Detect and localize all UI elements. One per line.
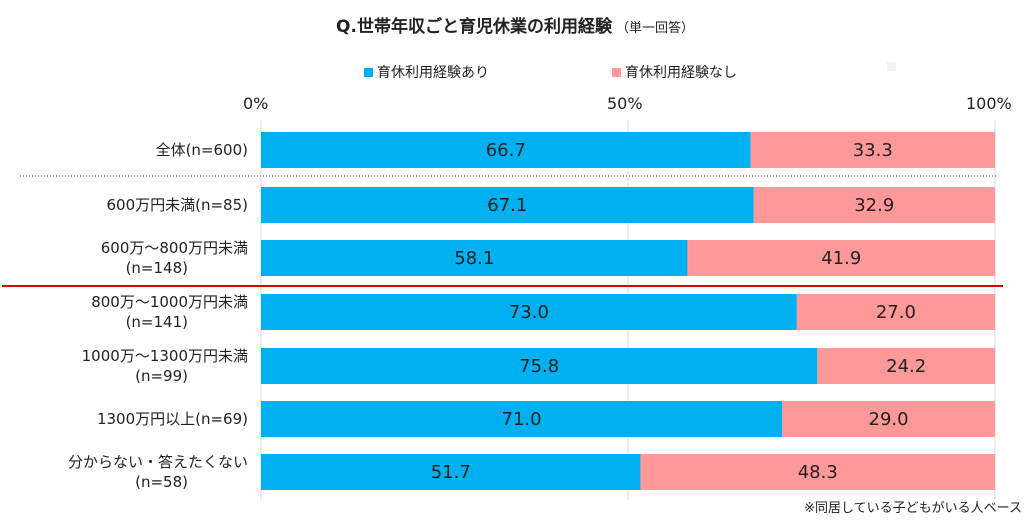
data-label-1-6: 51.7 <box>431 462 471 483</box>
category-label-2: 600万～800万円未満 (n=148) <box>100 239 248 277</box>
bar-1-4 <box>261 348 818 384</box>
category-label-0: 全体(n=600) <box>155 141 248 159</box>
data-label-1-5: 71.0 <box>502 409 542 430</box>
bar-1-2 <box>261 240 688 276</box>
x-tick-label-50: 50% <box>607 94 643 113</box>
legend-swatch-series3 <box>887 62 896 71</box>
bar-1-3 <box>261 294 797 330</box>
category-label-1: 600万円未満(n=85) <box>106 196 249 214</box>
data-label-2-0: 33.3 <box>853 140 893 161</box>
data-label-2-6: 48.3 <box>798 462 838 483</box>
legend-item-series2: 育休利用経験なし <box>612 62 737 82</box>
legend-label-series2: 育休利用経験なし <box>625 65 737 81</box>
bar-1-6 <box>261 454 641 490</box>
chart-title-note: （単一回答） <box>615 21 694 36</box>
footnote: ※同居している子どもがいる人ベース <box>804 501 1022 516</box>
bar-1-0 <box>261 132 751 168</box>
bar-1-1 <box>261 187 754 223</box>
bar-2-0 <box>750 132 995 168</box>
data-label-1-0: 66.7 <box>486 140 526 161</box>
legend-item-series1: 育休利用経験あり <box>364 62 489 82</box>
chart-title-main: Q.世帯年収ごと育児休業の利用経験 <box>336 17 612 37</box>
legend-swatch-series2 <box>612 67 621 77</box>
bar-2-2 <box>687 240 995 276</box>
bar-2-1 <box>753 187 995 223</box>
data-label-2-3: 27.0 <box>876 302 916 323</box>
legend-item-series3 <box>887 62 900 71</box>
bar-2-4 <box>817 348 995 384</box>
category-label-3: 800万～1000万円未満 (n=141) <box>91 293 248 331</box>
data-label-2-2: 41.9 <box>821 248 861 269</box>
data-label-1-2: 58.1 <box>454 248 494 269</box>
bar-2-6 <box>640 454 995 490</box>
category-label-4: 1000万～1300万円未満 (n=99) <box>81 347 248 385</box>
data-label-1-4: 75.8 <box>519 356 559 377</box>
legend-swatch-series1 <box>364 67 373 77</box>
data-label-2-1: 32.9 <box>854 195 894 216</box>
legend-label-series1: 育休利用経験あり <box>377 65 489 81</box>
bar-2-5 <box>782 401 995 437</box>
bar-1-5 <box>261 401 783 437</box>
data-label-1-3: 73.0 <box>509 302 549 323</box>
category-label-6: 分からない・答えたくない (n=58) <box>67 453 248 491</box>
chart-title: Q.世帯年収ごと育児休業の利用経験 （単一回答） <box>0 12 1030 37</box>
bar-2-3 <box>796 294 995 330</box>
x-tick-label-0: 0% <box>243 94 269 113</box>
legend: 育休利用経験あり 育休利用経験なし <box>0 62 1030 82</box>
category-label-5: 1300万円以上(n=69) <box>96 410 248 428</box>
data-label-2-4: 24.2 <box>886 356 926 377</box>
x-tick-label-100: 100% <box>966 94 1012 113</box>
data-label-1-1: 67.1 <box>487 195 527 216</box>
data-label-2-5: 29.0 <box>869 409 909 430</box>
